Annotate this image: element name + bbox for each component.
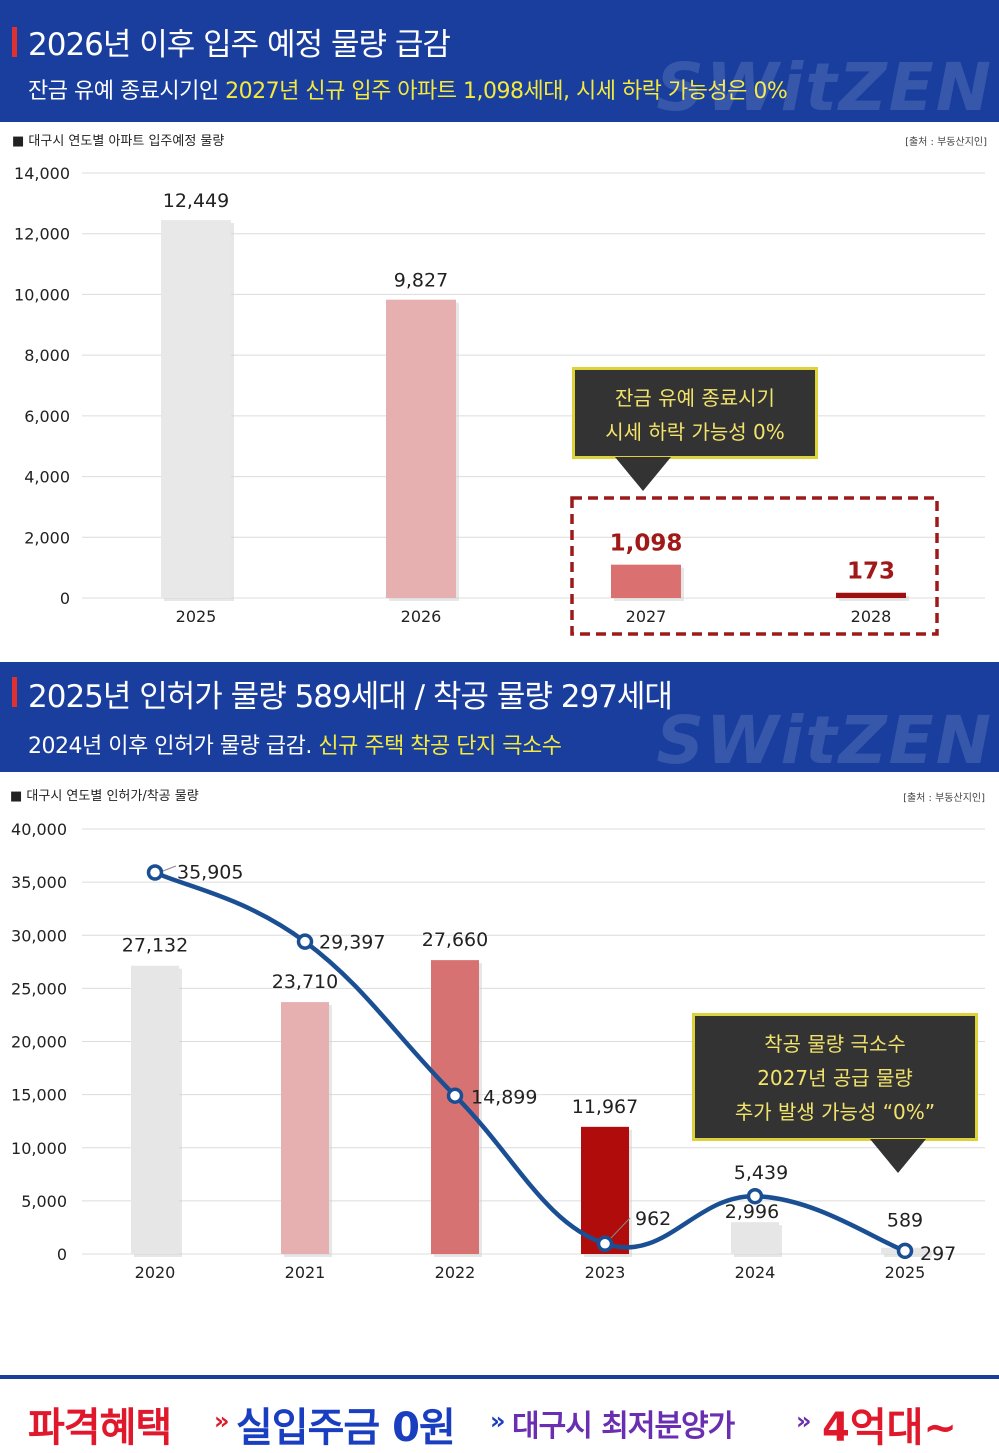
chart1-value-label: 173 (847, 559, 895, 585)
chart2-permit-start-volume: 0 5,000 10,000 15,000 20,000 25,000 30,000 35,0… (11, 820, 985, 1282)
chart2-line-point (146, 864, 164, 881)
chart2-bar-value-label: 589 (887, 1210, 923, 1232)
footer-separator: » (214, 1407, 230, 1435)
chart2-ytick-label: 25,000 (11, 979, 67, 998)
chart2-bar-value-label: 11,967 (572, 1096, 638, 1118)
chart2-source: [출처 : 부동산지인] (903, 793, 985, 804)
section1-subtitle: 잔금 유예 종료시기인 2027년 신규 입주 아파트 1,098세대, 시세 … (28, 73, 788, 105)
chart1-xtick-label: 2025 (176, 607, 217, 626)
title-accent-bar (12, 677, 17, 707)
chart1-bar (836, 592, 906, 598)
chart2-line-value-label: 297 (920, 1243, 956, 1265)
chart1-xtick-label: 2028 (851, 607, 892, 626)
chart2-xtick-label: 2023 (585, 1263, 626, 1282)
title-accent-bar (12, 27, 17, 57)
chart1-ytick-label: 14,000 (14, 164, 70, 183)
chart1-value-label: 12,449 (163, 190, 229, 212)
chart2-bar-value-label: 2,996 (725, 1201, 779, 1223)
chart2-leader-line (162, 865, 177, 872)
chart1-bar (386, 299, 456, 598)
chart2-ytick-label: 30,000 (11, 926, 67, 945)
chart2-line-point (296, 933, 314, 950)
chart1-callout-line: 잔금 유예 종료시기 (615, 386, 775, 410)
chart2-xtick-label: 2021 (285, 1263, 326, 1282)
chart1-xtick-label: 2026 (401, 607, 442, 626)
chart2-xtick-label: 2020 (135, 1263, 176, 1282)
chart2-line-value-label: 5,439 (734, 1162, 788, 1184)
watermark-logo: SWitZEN (656, 49, 993, 122)
footer-lowest-price: 대구시 최저분양가 (512, 1409, 735, 1444)
section1-title: 2026년 이후 입주 예정 물량 급감 (28, 27, 451, 63)
chart1-ytick-label: 4,000 (24, 468, 70, 487)
chart2-line-value-label: 14,899 (471, 1087, 537, 1109)
chart2-line-value-label: 962 (635, 1208, 671, 1230)
chart1-callout-line: 시세 하락 가능성 0% (605, 420, 785, 444)
chart2-line-value-label: 35,905 (177, 862, 243, 884)
chart1-ytick-label: 2,000 (24, 528, 70, 547)
chart1-value-label: 9,827 (394, 270, 448, 292)
chart2-ytick-label: 0 (57, 1245, 67, 1264)
chart2-bar (131, 965, 179, 1254)
chart2-bar (281, 1002, 329, 1254)
chart1-bar-shadow (839, 595, 909, 601)
footer-separator: » (490, 1407, 506, 1435)
watermark-logo: SWitZEN (656, 702, 993, 772)
section2-subtitle-highlight: 신규 주택 착공 단지 극소수 (318, 734, 562, 759)
chart1-value-label: 1,098 (610, 531, 683, 557)
section2-banner: 2025년 인허가 물량 589세대 / 착공 물량 297세대 2024년 이… (0, 662, 999, 772)
chart1-highlight-box (570, 496, 939, 636)
chart1-ytick-label: 12,000 (14, 225, 70, 244)
chart2-bar-value-label: 23,710 (272, 971, 338, 993)
section1-banner: 2026년 이후 입주 예정 물량 급감 잔금 유예 종료시기인 2027년 신… (0, 0, 999, 122)
footer-promo-bar: 파격혜택 » 실입주금 0원 » 대구시 최저분양가 » 4억대~ (0, 1375, 999, 1453)
chart2-line-point (746, 1187, 764, 1205)
chart1-move-in-volume: 0 2,000 4,000 6,000 8,000 10,000 12,000 14,000 1… (14, 164, 985, 636)
footer-down-payment: 실입주금 0원 (236, 1405, 456, 1451)
chart2-ytick-label: 15,000 (11, 1086, 67, 1105)
chart1-ytick-label: 0 (60, 589, 70, 608)
chart2-leader-line (610, 1217, 631, 1239)
chart2-bar-value-label: 27,132 (122, 935, 188, 957)
chart1-ytick-label: 6,000 (24, 407, 70, 426)
chart2-callout-line: 추가 발생 가능성 “0%” (734, 1100, 936, 1124)
section2-title: 2025년 인허가 물량 589세대 / 착공 물량 297세대 (28, 679, 673, 715)
chart1-callout: 잔금 유예 종료시기 시세 하락 가능성 0% (572, 367, 818, 459)
chart2-ytick-label: 10,000 (11, 1139, 67, 1158)
chart1-ytick-label: 8,000 (24, 346, 70, 365)
footer-benefit: 파격혜택 (28, 1405, 172, 1451)
chart2-line-value-label: 29,397 (319, 932, 385, 954)
chart2-bar (431, 960, 479, 1254)
chart2-ytick-label: 35,000 (11, 873, 67, 892)
chart1-callout-tail (615, 457, 671, 491)
chart2-line-point (896, 1242, 914, 1260)
section1-subtitle-prefix: 잔금 유예 종료시기인 (28, 79, 226, 104)
chart2-xtick-label: 2025 (885, 1263, 926, 1282)
chart2-callout: 착공 물량 극소수 2027년 공급 물량 추가 발생 가능성 “0%” (692, 1013, 978, 1141)
chart2-bar (581, 1126, 629, 1254)
chart1-xtick-label: 2027 (626, 607, 667, 626)
footer-price-range: 4억대~ (822, 1405, 957, 1451)
chart2-heading: ■ 대구시 연도별 인허가/착공 물량 (10, 789, 199, 804)
chart2-line-point (446, 1087, 464, 1104)
section2-subtitle: 2024년 이후 인허가 물량 급감. 신규 주택 착공 단지 극소수 (28, 728, 562, 760)
chart1-heading: ■ 대구시 연도별 아파트 입주예정 물량 (12, 134, 225, 149)
chart2-bar (731, 1222, 779, 1254)
chart2-xtick-label: 2024 (735, 1263, 776, 1282)
chart2-callout-line: 착공 물량 극소수 (764, 1032, 906, 1056)
chart2-bar-value-label: 27,660 (422, 929, 488, 951)
chart1-ytick-label: 10,000 (14, 285, 70, 304)
section2-subtitle-prefix: 2024년 이후 인허가 물량 급감. (28, 734, 319, 759)
chart2-line-point (596, 1235, 614, 1253)
chart1-source: [출처 : 부동산지인] (905, 137, 987, 148)
chart2-callout-line: 2027년 공급 물량 (757, 1066, 913, 1090)
footer-separator: » (796, 1407, 812, 1435)
chart2-ytick-label: 5,000 (21, 1192, 67, 1211)
chart2-ytick-label: 20,000 (11, 1033, 67, 1052)
section1-subtitle-highlight: 2027년 신규 입주 아파트 1,098세대, 시세 하락 가능성은 0% (225, 79, 788, 104)
chart1-bar (611, 564, 681, 598)
chart2-xtick-label: 2022 (435, 1263, 476, 1282)
chart2-callout-tail (870, 1139, 926, 1173)
chart1-bar (161, 220, 231, 598)
chart2-ytick-label: 40,000 (11, 820, 67, 839)
